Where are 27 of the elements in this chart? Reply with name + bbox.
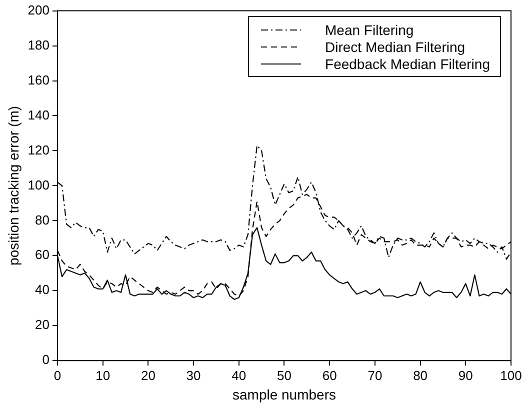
y-tick-label: 120: [28, 142, 50, 158]
x-axis-title: sample numbers: [232, 386, 336, 402]
x-tick-label: 10: [96, 368, 110, 383]
x-tick-label: 80: [413, 368, 428, 383]
x-tick-label: 0: [54, 368, 62, 383]
x-tick-label: 40: [232, 368, 246, 383]
x-tick-label: 70: [368, 368, 382, 383]
legend-label: Feedback Median Filtering: [325, 56, 490, 72]
y-tick-label: 100: [28, 177, 50, 192]
y-tick-label: 40: [35, 282, 50, 298]
legend-label: Mean Filtering: [325, 22, 414, 38]
x-tick-label: 50: [277, 368, 292, 383]
y-tick-label: 80: [35, 212, 50, 228]
x-tick-label: 60: [322, 368, 337, 383]
y-tick-label: 60: [35, 247, 50, 262]
legend-label: Direct Median Filtering: [325, 38, 466, 54]
y-tick-label: 180: [28, 37, 50, 52]
y-tick-label: 20: [35, 317, 50, 332]
y-tick-label: 0: [42, 352, 50, 368]
y-tick-label: 200: [28, 2, 50, 18]
y-tick-label: 160: [28, 72, 50, 88]
x-tick-label: 90: [458, 368, 473, 383]
x-tick-label: 20: [140, 368, 156, 383]
x-tick-label: 100: [500, 368, 522, 383]
y-axis-title: position tracking error (m): [5, 106, 22, 266]
x-tick-label: 30: [186, 368, 201, 383]
y-tick-label: 140: [28, 107, 50, 122]
